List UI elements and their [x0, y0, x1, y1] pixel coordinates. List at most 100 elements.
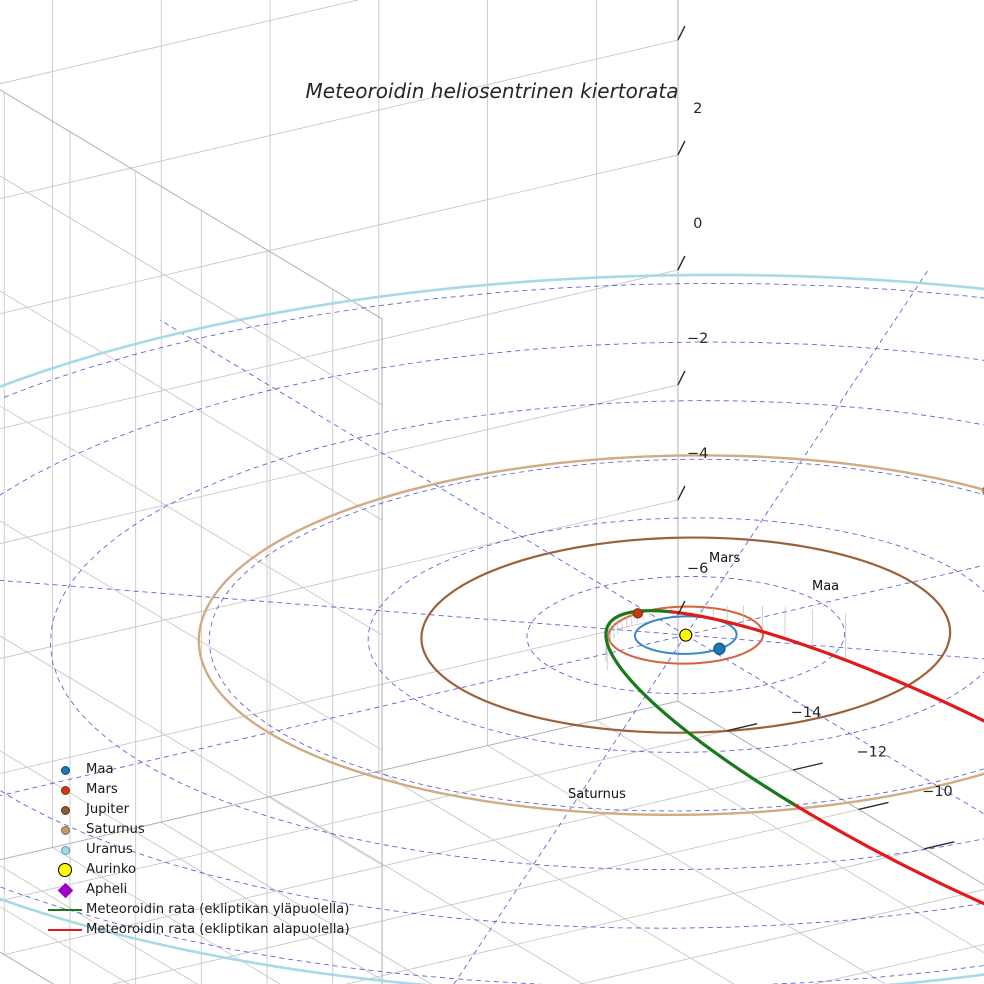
- z-tick-label: 4: [693, 0, 702, 2]
- z-tick-label: −6: [687, 561, 708, 577]
- gridline-floor-y: [52, 847, 281, 984]
- axis-tick-labels: −14−12−10−8−6−4−2−8−6−4−2024−6−4−20246: [687, 0, 953, 800]
- legend-marker-mars: [44, 785, 86, 795]
- planet-orbit-jupiter: [420, 536, 952, 734]
- gridline-floor-x: [344, 848, 925, 984]
- legend-marker-aphelion: [44, 882, 86, 898]
- legend-item-label: Apheli: [86, 882, 128, 897]
- legend-dot-swatch: [60, 825, 70, 835]
- legend-marker-sun: [44, 863, 86, 877]
- z-tick: [677, 485, 686, 501]
- polar-grid-ring: [526, 576, 846, 695]
- gridline-wall-x-horizontal: [0, 154, 679, 315]
- legend-item-label: Maa: [86, 762, 114, 777]
- legend-item[interactable]: Uranus: [44, 840, 350, 860]
- body-marker-earth: [713, 642, 726, 655]
- legend-dot-swatch: [60, 805, 70, 815]
- legend-item[interactable]: Meteoroidin rata (ekliptikan yläpuolella…: [44, 900, 350, 920]
- legend-dot-swatch: [60, 785, 70, 795]
- polar-grid-radial: [159, 319, 686, 636]
- gridline-wall-x-horizontal: [0, 269, 679, 430]
- polar-grid-radial: [0, 634, 686, 797]
- gridline-wall-x-horizontal: [0, 614, 679, 775]
- legend-line-above-ecliptic: [44, 909, 86, 911]
- polar-grid-radial: [685, 267, 930, 636]
- legend-item[interactable]: Jupiter: [44, 800, 350, 820]
- gridline-wall-y-horizontal: [0, 175, 383, 406]
- legend-item-label: Jupiter: [86, 802, 129, 817]
- legend-item-label: Aurinko: [86, 862, 137, 877]
- meteoroid-path-below-ecliptic: [669, 610, 984, 723]
- axis-ticks: [677, 25, 955, 850]
- polar-grid-radial: [0, 579, 686, 636]
- z-tick-label: 2: [693, 101, 702, 117]
- gridline-wall-x-horizontal: [0, 499, 679, 660]
- pane-edge: [0, 89, 383, 320]
- meteoroid-path-above-ecliptic: [604, 609, 796, 807]
- legend-marker-jupiter: [44, 805, 86, 815]
- polar-grid-radial: [685, 634, 984, 815]
- gridline-wall-y-horizontal: [0, 290, 383, 521]
- legend-item[interactable]: Maa: [44, 760, 350, 780]
- x-tick: [727, 723, 758, 732]
- gridline-wall-x-horizontal: [0, 0, 360, 85]
- z-tick-label: −2: [687, 331, 708, 347]
- legend-line-swatch: [48, 909, 82, 911]
- chart-title: Meteoroidin heliosentrinen kiertorata: [306, 79, 679, 103]
- legend-item-label: Meteoroidin rata (ekliptikan alapuolella…: [86, 922, 350, 937]
- body-markers: [632, 486, 984, 655]
- gridline-wall-x-horizontal: [0, 39, 679, 200]
- gridline-floor-y: [269, 796, 584, 984]
- polar-grid-radial: [685, 634, 984, 660]
- gridline-floor-y: [0, 906, 130, 984]
- gridline-floor-x: [812, 943, 984, 984]
- label-earth: Maa: [812, 579, 839, 594]
- legend-line-below-ecliptic: [44, 929, 86, 931]
- legend-item[interactable]: Saturnus: [44, 820, 350, 840]
- planet-orbit-uranus: [0, 273, 984, 984]
- gridline-wall-y-horizontal: [0, 635, 383, 866]
- z-tick-label: −4: [687, 446, 708, 462]
- legend-marker-uranus: [44, 845, 86, 855]
- z-tick: [677, 370, 686, 386]
- x-tick: [924, 841, 955, 850]
- legend-item-label: Meteoroidin rata (ekliptikan yläpuolella…: [86, 902, 350, 917]
- gridline-wall-x-horizontal: [0, 384, 679, 545]
- polar-grid: [0, 267, 984, 984]
- polar-grid-ring: [208, 458, 984, 812]
- gridline-floor-y: [487, 745, 886, 984]
- gridline-floor-x: [578, 889, 984, 984]
- legend-item-label: Saturnus: [86, 822, 145, 837]
- legend-marker-saturn: [44, 825, 86, 835]
- body-marker-mars: [632, 608, 643, 619]
- z-tick: [677, 25, 686, 41]
- legend-dot-swatch: [60, 845, 70, 855]
- z-tick-label: 0: [693, 216, 702, 232]
- back-wall-pane-x: [0, 0, 678, 886]
- legend-dot-swatch: [58, 863, 72, 877]
- polar-grid-ring: [367, 517, 984, 753]
- meteoroid-orbit: [604, 609, 984, 906]
- gridline-wall-y-horizontal: [0, 405, 383, 636]
- label-mars: Mars: [709, 551, 741, 566]
- gridline-floor-y: [378, 770, 735, 984]
- z-tick: [677, 140, 686, 156]
- x-tick-label: −14: [791, 705, 822, 721]
- planet-orbit-saturnus: [197, 454, 984, 817]
- label-saturn: Saturnus: [568, 787, 626, 802]
- polar-grid-radial: [685, 564, 984, 636]
- legend-line-swatch: [48, 929, 82, 931]
- legend-item[interactable]: Aurinko: [44, 860, 350, 880]
- pane-edge: [0, 700, 679, 861]
- x-tick: [792, 762, 823, 771]
- legend-item[interactable]: Apheli: [44, 880, 350, 900]
- legend-item[interactable]: Meteoroidin rata (ekliptikan alapuolella…: [44, 920, 350, 940]
- x-tick-label: −12: [856, 745, 887, 761]
- legend-dot-swatch: [60, 765, 70, 775]
- legend-marker-earth: [44, 765, 86, 775]
- legend-item[interactable]: Mars: [44, 780, 350, 800]
